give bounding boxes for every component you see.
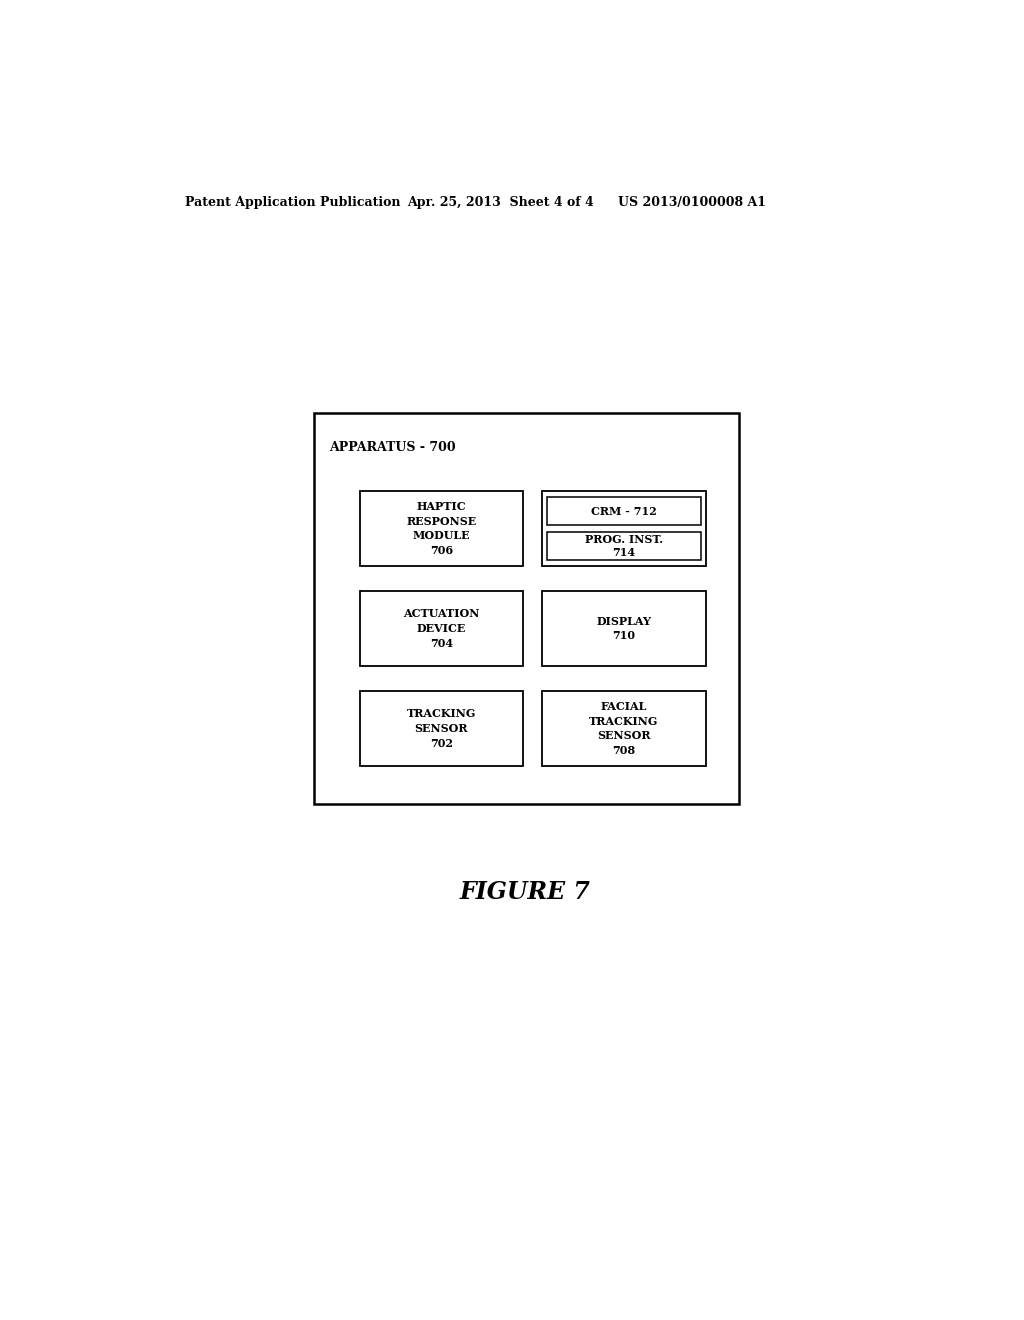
- Bar: [543, 690, 706, 766]
- Text: FIGURE 7: FIGURE 7: [460, 880, 590, 904]
- Text: FACIAL
TRACKING
SENSOR
708: FACIAL TRACKING SENSOR 708: [590, 701, 658, 756]
- Bar: [359, 491, 523, 566]
- Bar: [547, 532, 701, 560]
- Text: Apr. 25, 2013  Sheet 4 of 4: Apr. 25, 2013 Sheet 4 of 4: [408, 195, 594, 209]
- Bar: [543, 591, 706, 667]
- Text: HAPTIC
RESPONSE
MODULE
706: HAPTIC RESPONSE MODULE 706: [407, 502, 476, 556]
- Bar: [314, 413, 739, 804]
- Text: Patent Application Publication: Patent Application Publication: [185, 195, 400, 209]
- Text: ACTUATION
DEVICE
704: ACTUATION DEVICE 704: [403, 609, 479, 648]
- Bar: [359, 690, 523, 766]
- Bar: [359, 591, 523, 667]
- Text: APPARATUS - 700: APPARATUS - 700: [329, 441, 456, 454]
- Text: CRM - 712: CRM - 712: [591, 506, 656, 516]
- Bar: [543, 491, 706, 566]
- Text: TRACKING
SENSOR
702: TRACKING SENSOR 702: [407, 709, 476, 748]
- Text: US 2013/0100008 A1: US 2013/0100008 A1: [618, 195, 766, 209]
- Bar: [547, 496, 701, 525]
- Text: PROG. INST.
714: PROG. INST. 714: [585, 535, 664, 558]
- Text: DISPLAY
710: DISPLAY 710: [597, 615, 651, 642]
